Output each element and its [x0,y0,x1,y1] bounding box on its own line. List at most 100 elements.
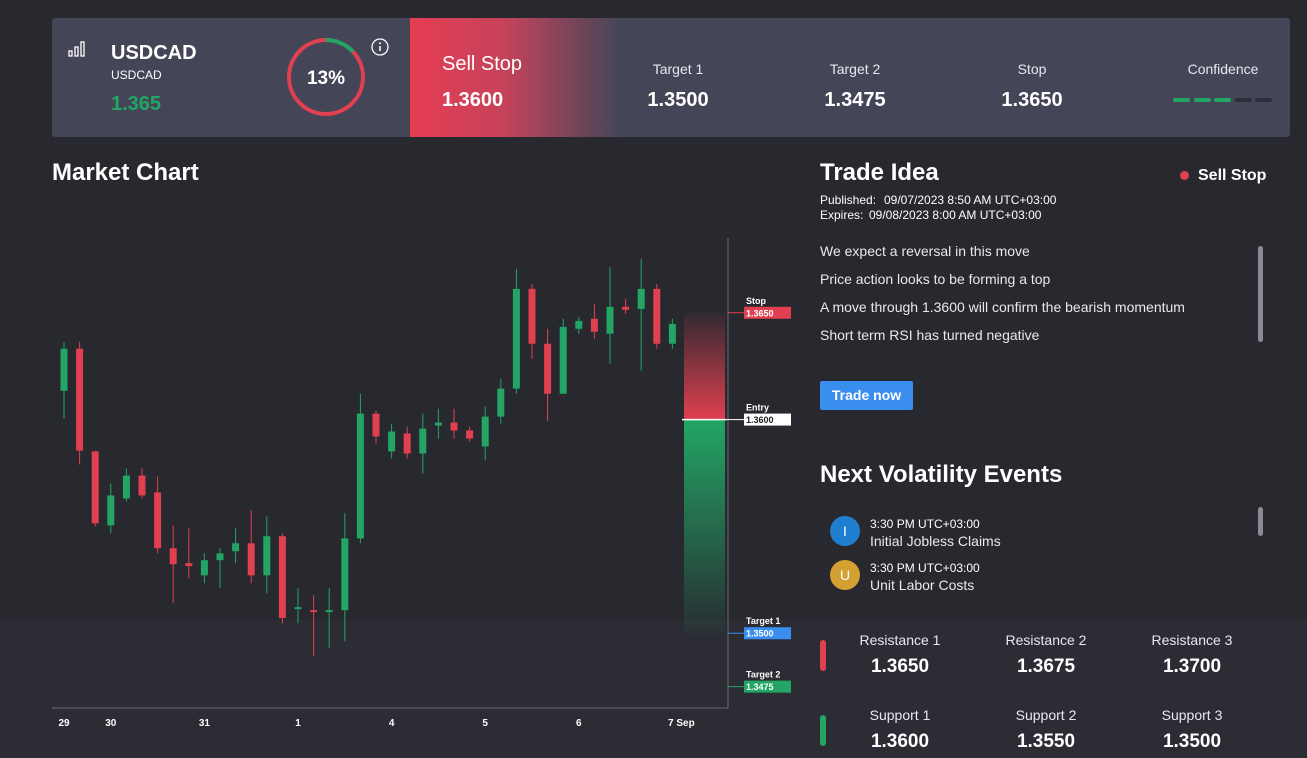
event-time: 3:30 PM UTC+03:00 [870,517,980,531]
level-box [744,627,791,640]
candle-body [263,536,271,576]
resistance-value: 1.3675 [1016,656,1076,677]
level-value: 1.3600 [746,415,774,425]
candle-body [575,320,583,329]
candle-body [450,422,458,431]
idea-point: Short term RSI has turned negative [820,327,1040,343]
x-tick-label: 6 [576,718,582,729]
published-label: Published: [820,193,877,207]
level-box [744,413,791,426]
candle-body [325,610,333,613]
candle-body [169,548,177,565]
resistance-label: Resistance 3 [1151,632,1233,648]
confidence-dash [1255,98,1272,102]
expires-label: Expires: [820,208,864,222]
order-panel [410,18,620,137]
candle-body [341,538,349,611]
published: 09/07/2023 8:50 AM UTC+03:00 [884,193,1057,207]
candle-body [512,288,520,389]
scrollbar[interactable] [1258,507,1263,536]
candle-body [372,413,380,437]
resistance-label: Resistance 1 [859,632,941,648]
candle-body [216,553,224,561]
x-tick-label: 1 [295,718,301,729]
candle-body [232,543,240,552]
support-value: 1.3500 [1162,731,1222,752]
candle-body [356,413,364,539]
event-name: Unit Labor Costs [870,577,975,593]
candle-body [559,326,567,394]
candle-body [294,607,302,610]
target-value: 1.3475 [824,89,886,111]
candle-body [653,288,661,344]
summary-card [52,18,1290,137]
x-tick-label: 7 Sep [668,718,695,729]
candle-body [466,430,474,439]
order-price: 1.3600 [442,89,504,111]
event-icon: I [830,516,860,546]
support-bar [820,715,826,746]
x-tick-label: 30 [105,718,117,729]
support-value: 1.3550 [1016,731,1076,752]
level-value: 1.3475 [746,682,774,692]
target-zone [684,419,725,634]
candle-body [76,348,84,451]
event-name: Initial Jobless Claims [870,533,1001,549]
candle-body [200,560,208,576]
info-icon[interactable] [370,37,390,57]
candle-body [403,433,411,454]
candle-body [247,543,255,576]
gauge-label: 13% [307,68,345,89]
candle-body [419,428,427,454]
lower-band [0,620,1307,758]
level-name: Stop [746,296,766,306]
support-label: Support 3 [1161,707,1223,723]
resistance-value: 1.3650 [870,656,930,677]
level-box [744,306,791,319]
candle-body [528,288,536,344]
trade-idea-title: Trade Idea [820,159,939,186]
price: 1.365 [111,93,162,115]
candle-body [122,475,130,499]
event-time: 3:30 PM UTC+03:00 [870,561,980,575]
tag-dot [1180,171,1189,180]
confidence-label: Confidence [1187,61,1259,77]
candle-body [107,495,115,526]
candle-body [138,475,146,496]
x-tick-label: 4 [389,718,395,729]
candle-body [637,288,645,309]
candle-body [278,536,286,619]
idea-point: We expect a reversal in this move [820,243,1030,259]
candle-body [668,323,676,344]
market-chart: 1.3650 Stop 1.3600 Entry 1.3500 Target 1 1.347… [52,238,791,729]
level-name: Target 1 [746,616,780,626]
candle-body [154,492,162,549]
order-type: Sell Stop [442,53,523,75]
candle-body [185,563,193,567]
candle-body [497,388,505,417]
target-value: 1.3500 [647,89,709,111]
scrollbar[interactable] [1258,246,1263,342]
symbol: USDCAD [111,42,197,64]
support-label: Support 2 [1015,707,1077,723]
candle-body [91,451,99,524]
candle-body [481,416,489,447]
candle-body [544,343,552,394]
event-icon: U [830,560,860,590]
level-name: Entry [746,403,769,413]
candle-body [388,431,396,452]
trade-tag: Sell Stop [1198,167,1267,184]
chart-title: Market Chart [52,159,199,186]
resistance-bar [820,640,826,671]
expires: 09/08/2023 8:00 AM UTC+03:00 [869,208,1042,222]
x-tick-label: 5 [482,718,488,729]
target-label: Stop [1017,61,1047,77]
level-name: Target 2 [746,670,780,680]
idea-point: Price action looks to be forming a top [820,271,1051,287]
resistance-value: 1.3700 [1162,656,1222,677]
trade-button[interactable]: Trade now [820,381,913,410]
candle-body [606,306,614,334]
candle-body [60,348,68,391]
resistance-label: Resistance 2 [1005,632,1087,648]
x-tick-label: 31 [199,718,211,729]
